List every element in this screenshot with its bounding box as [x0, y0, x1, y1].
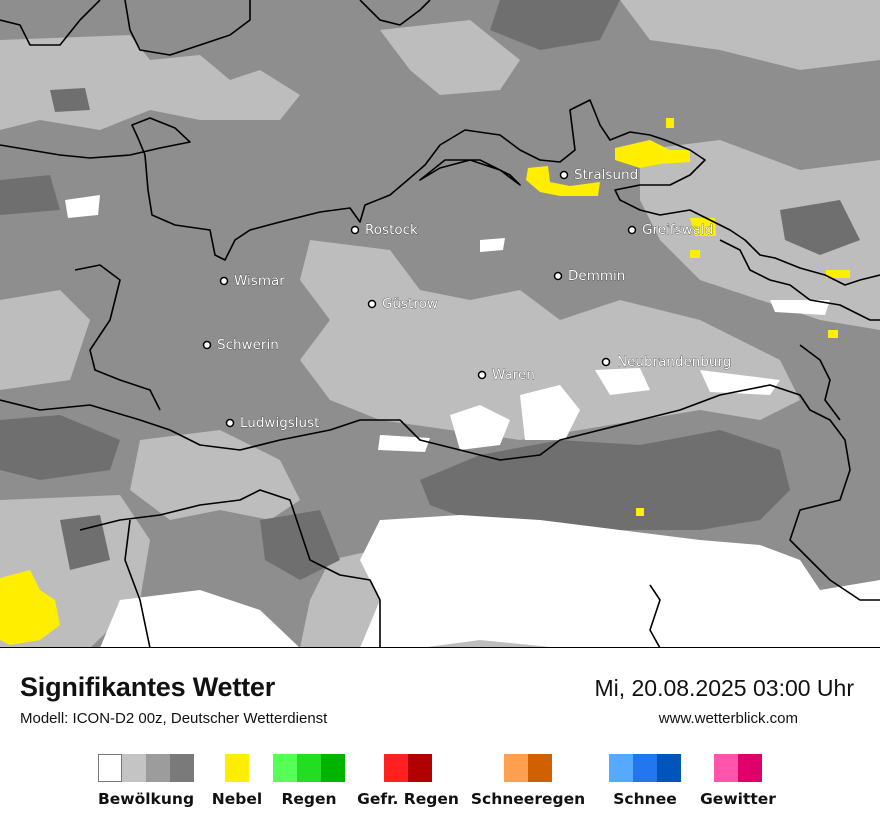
- legend-swatch: [528, 754, 552, 782]
- northwest-coast: [0, 0, 101, 46]
- city-rostock[interactable]: Rostock: [350, 222, 419, 238]
- city-schwerin[interactable]: Schwerin: [202, 337, 279, 353]
- legend-swatch: [146, 754, 170, 782]
- city-ludwigslust[interactable]: Ludwigslust: [225, 415, 320, 431]
- legend-swatch: [609, 754, 633, 782]
- legend-swatch: [321, 754, 345, 782]
- legend-swatches: [273, 754, 345, 782]
- legend-item: Schnee: [609, 754, 681, 808]
- west-border: [74, 264, 161, 411]
- legend-swatch: [98, 754, 122, 782]
- legend-label: Schnee: [613, 790, 677, 808]
- city-label: Greifswald: [642, 222, 713, 238]
- legend-label: Regen: [281, 790, 337, 808]
- city-label: Stralsund: [574, 167, 638, 183]
- fog-patches: [0, 118, 850, 645]
- map-bottom-border: [0, 647, 880, 648]
- legend-swatches: [98, 754, 194, 782]
- city-label: Güstrow: [382, 296, 438, 312]
- map-canvas: Stralsund Rostock Greifswald Wismar Demm…: [0, 0, 880, 648]
- legend-label: Bewölkung: [97, 790, 195, 808]
- city-waren[interactable]: Waren: [477, 367, 535, 383]
- weather-map[interactable]: Stralsund Rostock Greifswald Wismar Demm…: [0, 0, 880, 648]
- website-link[interactable]: www.wetterblick.com: [658, 710, 798, 727]
- legend-swatches: [609, 754, 681, 782]
- legend-swatch: [633, 754, 657, 782]
- bay-coastline: [719, 239, 880, 321]
- legend-swatch: [122, 754, 146, 782]
- page-title: Signifikantes Wetter: [20, 672, 276, 702]
- city-label: Waren: [492, 367, 535, 383]
- legend-swatches: [504, 754, 552, 782]
- city-greifswald[interactable]: Greifswald: [627, 222, 714, 238]
- legend-swatch: [297, 754, 321, 782]
- legend-swatches: [714, 754, 762, 782]
- legend-swatch: [738, 754, 762, 782]
- city-label: Schwerin: [217, 337, 279, 353]
- cloud-dark-patches: [0, 0, 860, 580]
- legend-swatches: [384, 754, 432, 782]
- legend-item: Bewölkung: [98, 754, 194, 808]
- legend-item: Schneeregen: [471, 754, 585, 808]
- baltic-coastline: [0, 99, 880, 286]
- legend-swatch: [657, 754, 681, 782]
- southwest-border: [124, 519, 151, 648]
- legend-item: Gefr. Regen: [357, 754, 459, 808]
- map-footer: Signifikantes Wetter Modell: ICON-D2 00z…: [0, 648, 880, 830]
- legend-item: Gewitter: [700, 754, 776, 808]
- city-label: Wismar: [234, 273, 285, 289]
- east-border: [799, 344, 841, 421]
- legend-label: Gefr. Regen: [357, 790, 459, 808]
- north-island: [124, 0, 251, 56]
- south-border: [79, 489, 381, 648]
- legend-swatch: [408, 754, 432, 782]
- city-neubrandenburg[interactable]: Neubrandenburg: [601, 354, 732, 370]
- legend-swatch: [170, 754, 194, 782]
- island-coast: [419, 159, 521, 186]
- forecast-datetime: Mi, 20.08.2025 03:00 Uhr: [594, 675, 854, 701]
- city-stralsund[interactable]: Stralsund: [559, 167, 639, 183]
- coastlines-and-borders: [0, 0, 880, 648]
- north-island-2: [359, 0, 431, 26]
- east-coast-lower: [649, 584, 661, 648]
- legend-swatch: [273, 754, 297, 782]
- legend-label: Gewitter: [700, 790, 776, 808]
- model-subtitle: Modell: ICON-D2 00z, Deutscher Wetterdie…: [20, 710, 328, 727]
- city-label: Rostock: [365, 222, 418, 238]
- legend-swatch: [714, 754, 738, 782]
- city-label: Ludwigslust: [240, 415, 319, 431]
- border-river: [0, 384, 880, 601]
- legend-label: Schneeregen: [470, 790, 586, 808]
- city-demmin[interactable]: Demmin: [553, 268, 626, 284]
- city-markers: Stralsund Rostock Greifswald Wismar Demm…: [202, 167, 732, 431]
- city-wismar[interactable]: Wismar: [219, 273, 286, 289]
- clear-sky-patches: [65, 195, 880, 648]
- legend-swatch: [504, 754, 528, 782]
- legend-label: Nebel: [211, 790, 263, 808]
- legend-swatch: [384, 754, 408, 782]
- legend-swatch: [225, 754, 249, 782]
- city-label: Demmin: [568, 268, 625, 284]
- city-guestrow[interactable]: Güstrow: [367, 296, 438, 312]
- legend-swatches: [225, 754, 249, 782]
- legend-item: Regen: [273, 754, 345, 808]
- legend-item: Nebel: [212, 754, 262, 808]
- city-label: Neubrandenburg: [617, 354, 731, 370]
